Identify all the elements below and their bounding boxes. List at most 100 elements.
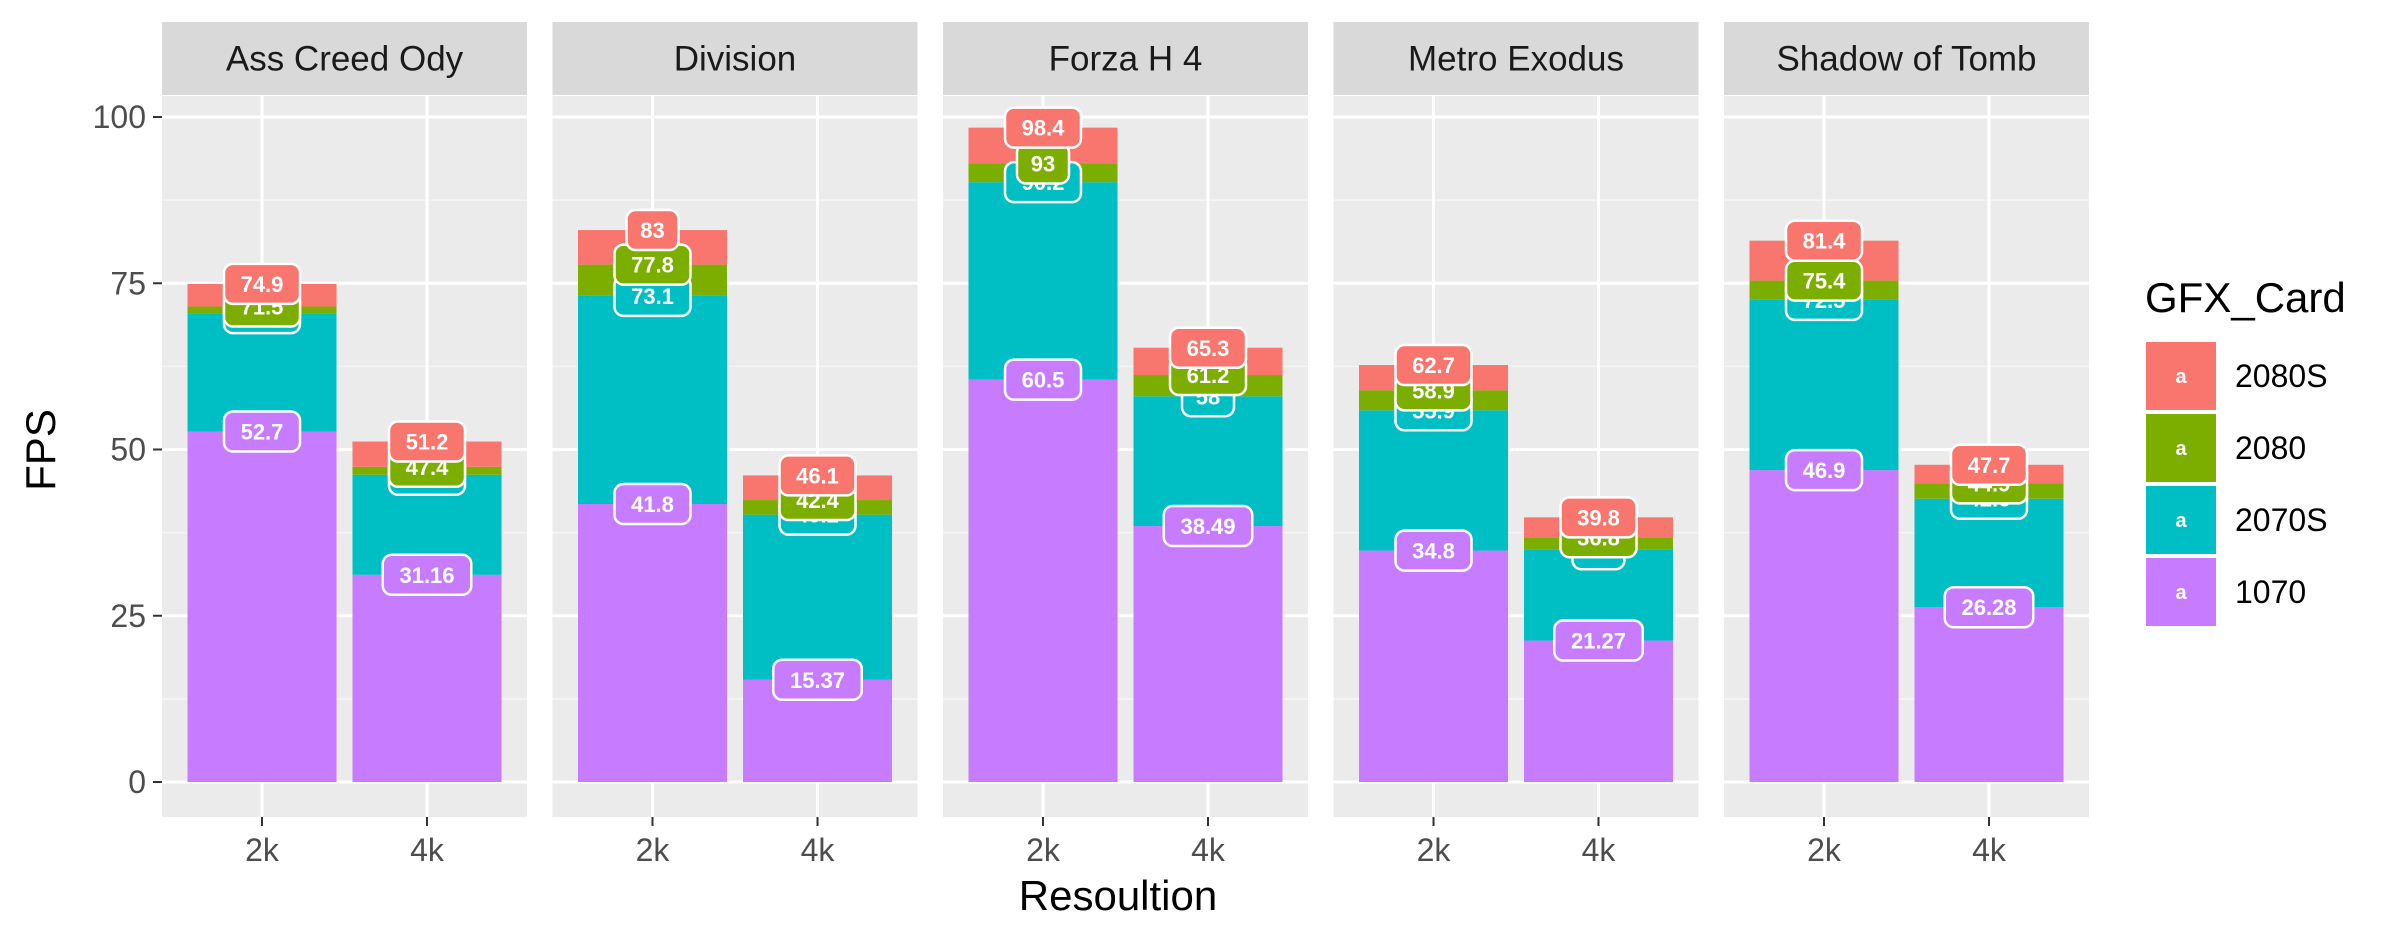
facet-panel: Shadow of Tomb2k4k46.972.575.481.426.284… xyxy=(1724,22,2089,868)
data-label: 93 xyxy=(1015,142,1071,185)
data-label-box xyxy=(1168,326,1248,370)
facet-title: Metro Exodus xyxy=(1408,40,1624,79)
legend-label: 2070S xyxy=(2235,502,2328,538)
data-label-value: 75.4 xyxy=(1803,269,1847,294)
data-label: 65.3 xyxy=(1168,326,1248,370)
legend-key-glyph: a xyxy=(2175,510,2187,532)
data-label: 26.28 xyxy=(1943,585,2035,629)
data-label-value: 73.1 xyxy=(631,284,674,309)
facet-title: Division xyxy=(674,40,797,79)
data-label: 98.4 xyxy=(1003,106,1083,149)
bar-segment-2070S xyxy=(968,182,1118,380)
data-label-box xyxy=(1162,504,1254,548)
legend-key-swatch xyxy=(2144,412,2218,484)
data-label: 39.8 xyxy=(1559,496,1638,539)
legend-label: 2080S xyxy=(2235,358,2328,394)
data-label-value: 81.4 xyxy=(1803,229,1847,254)
x-tick-label: 4k xyxy=(801,832,836,868)
data-label-box xyxy=(381,553,473,597)
data-label: 38.49 xyxy=(1162,504,1254,548)
data-label-value: 51.2 xyxy=(406,430,449,455)
data-label: 77.8 xyxy=(613,243,692,286)
data-label-box xyxy=(222,262,302,306)
x-tick-label: 4k xyxy=(1582,832,1617,868)
bar-segment-1070 xyxy=(1914,607,2064,782)
data-label-box xyxy=(222,410,302,453)
data-label-value: 38.49 xyxy=(1180,514,1235,539)
data-label: 21.27 xyxy=(1553,619,1644,662)
facet-strip xyxy=(1724,22,2089,95)
data-label: 62.7 xyxy=(1394,343,1473,387)
legend-entry-1070: a 1070 xyxy=(2144,556,2306,628)
data-label-box xyxy=(772,658,863,702)
bar-segment-2070S xyxy=(1359,410,1508,551)
data-label: 81.4 xyxy=(1784,219,1864,262)
data-label: 34.8 xyxy=(1394,529,1473,572)
data-label-value: 46.1 xyxy=(796,463,839,488)
data-label-box xyxy=(1784,219,1864,262)
legend-key-swatch xyxy=(2144,556,2218,628)
data-label: 75.4 xyxy=(1784,259,1864,302)
bar-segment-1070 xyxy=(1359,550,1508,782)
data-label-value: 39.8 xyxy=(1577,505,1620,530)
legend-entry-2080: a 2080 xyxy=(2144,412,2306,484)
data-label-box xyxy=(1943,585,2035,629)
data-label-value: 15.37 xyxy=(790,668,845,693)
data-label: 60.5 xyxy=(1003,358,1083,401)
facet-strip xyxy=(1333,22,1699,95)
legend: GFX_Card a 2080S a 2080 a 2070S a 1070 xyxy=(2144,274,2346,628)
facet-title: Forza H 4 xyxy=(1049,40,1203,79)
x-tick-label: 4k xyxy=(1972,832,2007,868)
legend-title: GFX_Card xyxy=(2145,274,2346,321)
x-tick-label: 2k xyxy=(1807,832,1842,868)
data-label-value: 41.8 xyxy=(631,492,674,517)
data-label: 41.8 xyxy=(613,482,692,526)
legend-key-glyph: a xyxy=(2175,438,2187,460)
data-label-box xyxy=(1394,529,1473,572)
facet-panel: Ass Creed Ody2k4k52.770.571.574.931.1646… xyxy=(162,22,527,868)
facet-strip xyxy=(552,22,918,95)
facet-panel: Division2k4k41.873.177.88315.3740.242.44… xyxy=(552,22,918,868)
legend-entry-2070S: a 2070S xyxy=(2144,484,2328,556)
x-tick-label: 2k xyxy=(245,832,280,868)
bar-segment-1070 xyxy=(1133,526,1283,782)
legend-key-swatch xyxy=(2144,484,2218,556)
data-label-box xyxy=(1559,496,1638,539)
y-tick-label: 100 xyxy=(93,99,146,135)
x-tick-label: 4k xyxy=(410,832,445,868)
x-axis-title: Resoultion xyxy=(1019,872,1217,919)
facet-strip xyxy=(943,22,1308,95)
legend-label: 1070 xyxy=(2235,574,2306,610)
bar-segment-2070S xyxy=(1133,396,1283,527)
data-label-value: 77.8 xyxy=(631,253,674,278)
x-tick-label: 2k xyxy=(636,832,671,868)
data-label-value: 47.7 xyxy=(1968,453,2011,478)
x-tick-label: 4k xyxy=(1191,832,1226,868)
data-label-box xyxy=(387,420,467,463)
bar-segment-1070 xyxy=(187,431,337,782)
facet-panel: Forza H 42k4k60.590.29398.438.495861.265… xyxy=(943,22,1308,868)
facet-strip xyxy=(162,22,527,95)
data-label-value: 52.7 xyxy=(241,420,284,445)
legend-key-glyph: a xyxy=(2175,582,2187,604)
y-tick-label: 75 xyxy=(110,265,146,301)
data-label-value: 60.5 xyxy=(1022,368,1065,393)
data-label-value: 83 xyxy=(640,218,664,243)
y-axis: 0 25 50 75 100 xyxy=(93,99,162,800)
data-label-box xyxy=(1003,106,1083,149)
data-label-box xyxy=(1553,619,1644,662)
legend-key-swatch xyxy=(2144,340,2218,412)
data-label-box xyxy=(1949,443,2029,487)
data-label-value: 31.16 xyxy=(399,563,454,588)
data-label-value: 26.28 xyxy=(1961,595,2016,620)
data-label-value: 34.8 xyxy=(1412,539,1455,564)
data-label-box xyxy=(625,208,680,252)
legend-entry-2080S: a 2080S xyxy=(2144,340,2328,412)
data-label-value: 21.27 xyxy=(1571,629,1626,654)
facet-title: Shadow of Tomb xyxy=(1776,40,2036,79)
data-label-box xyxy=(1784,448,1864,492)
data-label-value: 65.3 xyxy=(1187,336,1230,361)
bar-segment-2070S xyxy=(1749,299,1899,471)
data-label: 46.9 xyxy=(1784,448,1864,492)
